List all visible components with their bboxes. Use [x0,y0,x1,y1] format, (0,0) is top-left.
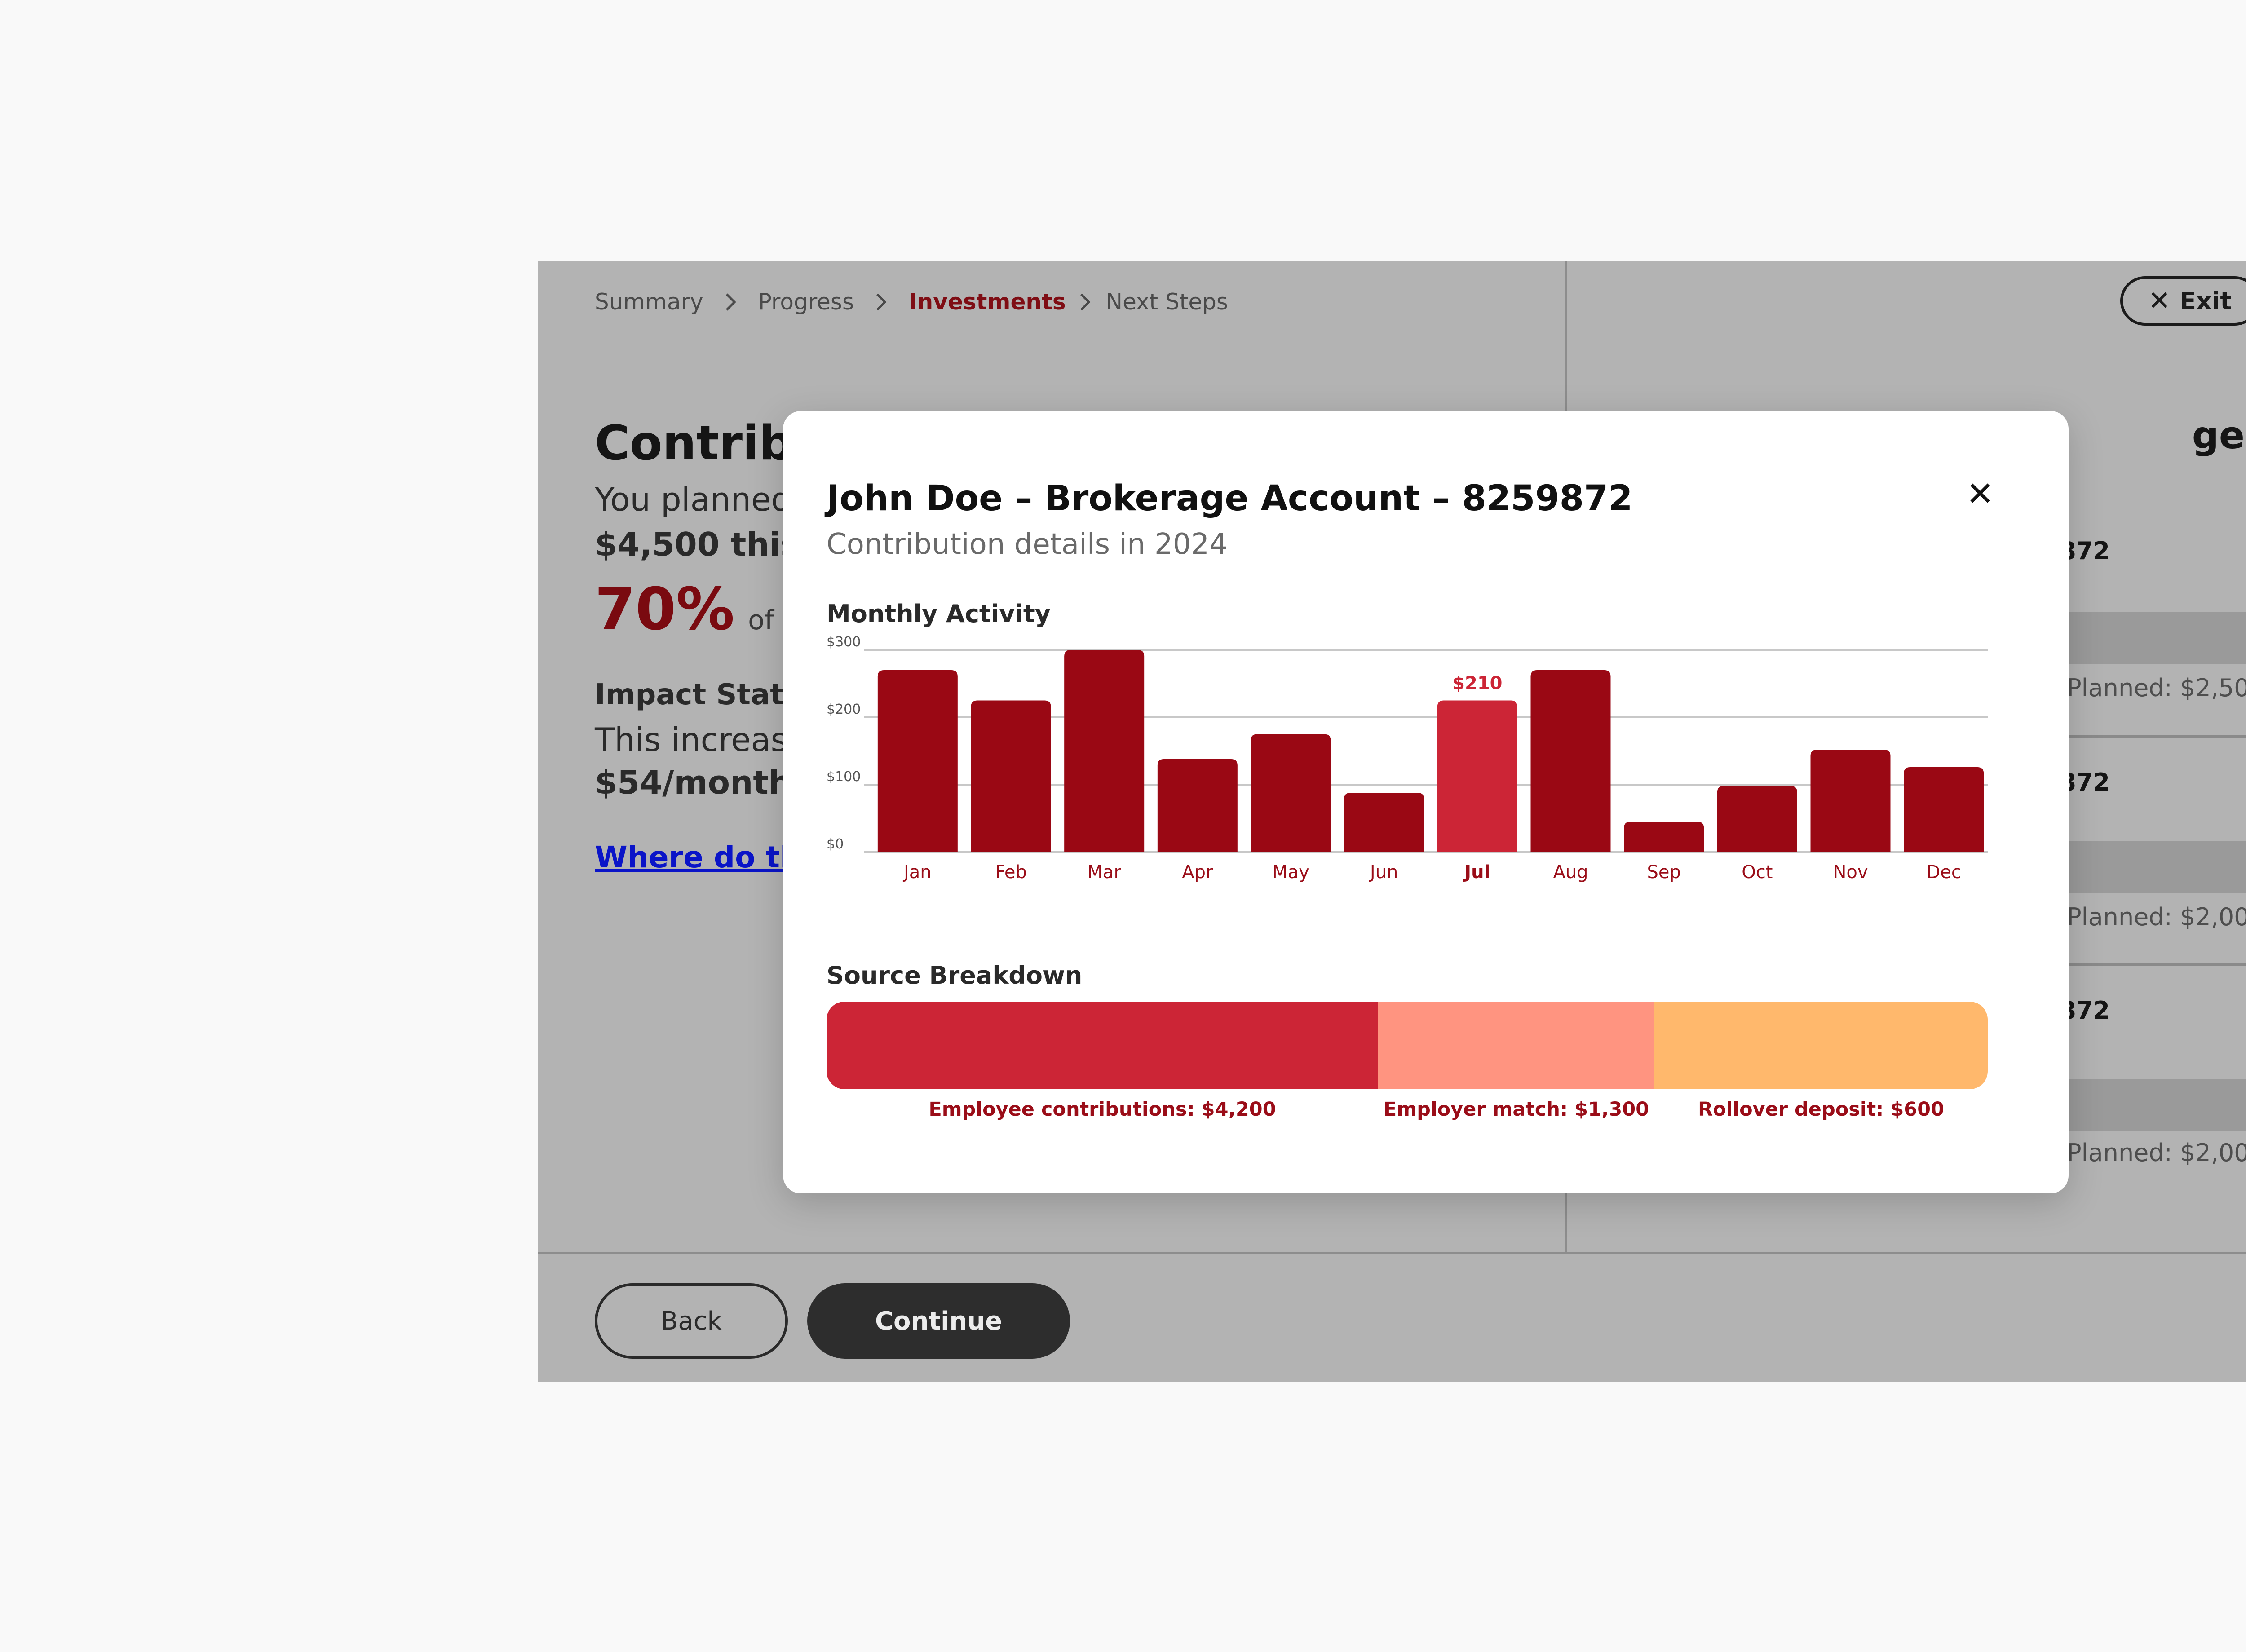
x-tick-label: Mar [1087,862,1121,883]
close-icon: ✕ [2148,285,2171,317]
close-icon[interactable]: ✕ [1966,475,1994,513]
modal-subtitle: Contribution details in 2024 [827,528,1228,561]
source-label: Employee contributions: $4,200 [928,1098,1276,1121]
planned-amount-label: Planned: $2,500 [2067,674,2246,702]
x-tick-label: Sep [1647,862,1680,883]
x-tick-label: May [1272,862,1309,883]
chevron-right-icon [1073,293,1091,311]
bar-oct[interactable] [1717,786,1797,852]
x-tick-label: Dec [1926,862,1961,883]
bar-jul[interactable] [1437,700,1517,853]
x-tick-label: Jul [1463,862,1490,883]
footer-divider [538,1252,2246,1254]
breadcrumb-investments[interactable]: Investments [909,289,1066,315]
breadcrumb-progress[interactable]: Progress [758,289,854,315]
chevron-right-icon [719,293,736,311]
x-tick-label: Apr [1182,862,1213,883]
x-tick-label: Feb [995,862,1027,883]
impact-text: This increase [595,721,808,759]
y-tick-label: $200 [827,702,861,717]
planned-amount-label: Planned: $2,000 [2067,903,2246,931]
planned-amount: $4,500 this [595,526,800,563]
planned-text: You planned [595,481,792,518]
right-panel-title: ged [2192,413,2246,457]
percent-value: 70% [595,575,735,643]
monthly-activity-label: Monthly Activity [827,600,1051,628]
y-tick-label: $100 [827,769,861,785]
breadcrumb-next-steps[interactable]: Next Steps [1105,289,1228,315]
segment-rollover-deposit[interactable] [1654,1002,1988,1089]
bar-aug[interactable] [1530,670,1611,852]
bar-sep[interactable] [1624,822,1704,853]
x-tick-label: Oct [1742,862,1773,883]
x-tick-label: Jan [902,862,932,883]
breadcrumb-summary[interactable]: Summary [595,289,703,315]
x-tick-label: Jun [1369,862,1398,883]
exit-button[interactable]: ✕ Exit [2120,276,2246,326]
y-tick-label: $0 [827,836,844,852]
planned-amount-label: Planned: $2,000 [2067,1139,2246,1167]
monthly-activity-chart: $0 $100 $200 $300 Jan Feb Mar Apr May Jun Jul $210 A… [827,634,1988,883]
bar-nov[interactable] [1810,750,1891,852]
impact-title: Impact Stater [595,678,818,711]
modal-title: John Doe – Brokerage Account – 8259872 [827,478,1633,519]
bar-mar[interactable] [1064,650,1145,852]
exit-label: Exit [2180,287,2232,315]
breadcrumb: Summary Progress Investments Next Steps [595,289,1228,315]
continue-button[interactable]: Continue [807,1283,1070,1359]
source-breakdown-bar [827,1002,1988,1089]
x-tick-label: Nov [1833,862,1868,883]
impact-amount: $54/month. [595,764,804,801]
source-label: Employer match: $1,300 [1383,1098,1649,1121]
x-tick-label: Aug [1553,862,1588,883]
progress-percent: 70% of y [595,575,799,643]
data-label: $210 [1452,673,1502,694]
segment-employer-match[interactable] [1378,1002,1654,1089]
source-breakdown-label: Source Breakdown [827,961,1083,989]
bar-jan[interactable] [877,670,958,852]
source-label: Rollover deposit: $600 [1698,1098,1945,1121]
segment-employee-contributions[interactable] [827,1002,1378,1089]
bar-feb[interactable] [971,700,1051,853]
bar-jun[interactable] [1344,793,1424,852]
bar-dec[interactable] [1904,767,1984,852]
chevron-right-icon [869,293,887,311]
contribution-details-modal: John Doe – Brokerage Account – 8259872 C… [783,411,2069,1193]
back-button[interactable]: Back [595,1283,788,1359]
y-tick-label: $300 [827,634,861,650]
bar-may[interactable] [1251,734,1331,853]
bar-apr[interactable] [1157,759,1238,852]
